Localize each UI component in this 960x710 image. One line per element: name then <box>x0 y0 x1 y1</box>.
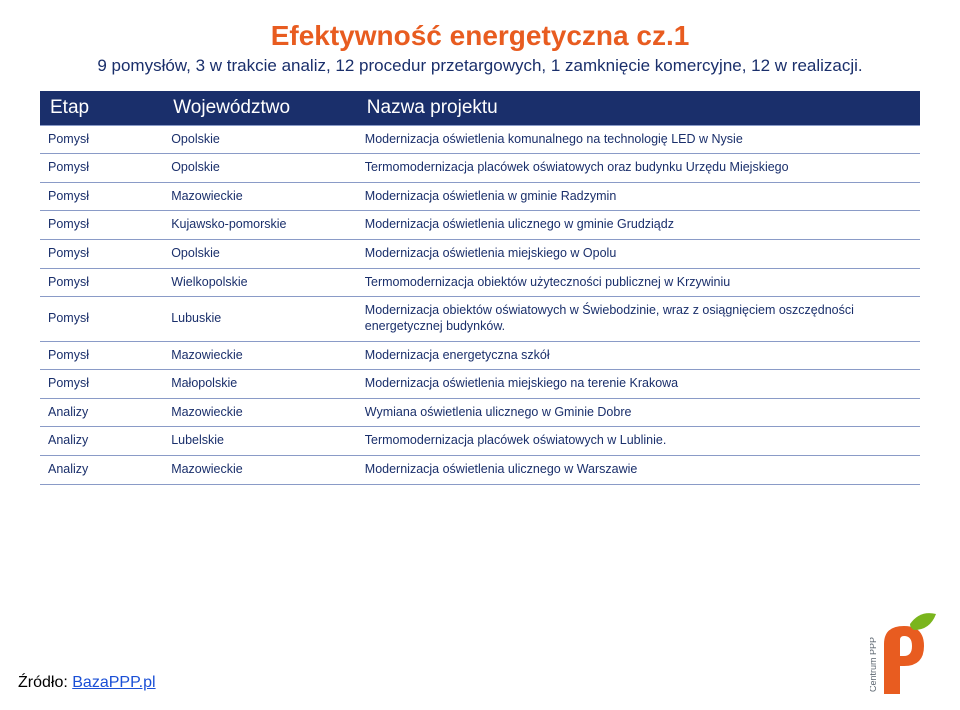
cell-etap: Pomysł <box>40 240 163 269</box>
cell-wojewodztwo: Lubuskie <box>163 297 357 341</box>
cell-etap: Pomysł <box>40 154 163 183</box>
cell-wojewodztwo: Mazowieckie <box>163 456 357 485</box>
table-row: PomysłKujawsko-pomorskieModernizacja ośw… <box>40 211 920 240</box>
cell-nazwa: Modernizacja oświetlenia ulicznego w gmi… <box>357 211 920 240</box>
table-row: PomysłOpolskieModernizacja oświetlenia m… <box>40 240 920 269</box>
cell-etap: Pomysł <box>40 125 163 154</box>
cell-nazwa: Termomodernizacja placówek oświatowych w… <box>357 427 920 456</box>
cell-etap: Pomysł <box>40 211 163 240</box>
table-row: PomysłOpolskieTermomodernizacja placówek… <box>40 154 920 183</box>
cell-etap: Analizy <box>40 398 163 427</box>
cell-nazwa: Modernizacja energetyczna szkół <box>357 341 920 370</box>
cell-nazwa: Modernizacja oświetlenia miejskiego na t… <box>357 370 920 399</box>
cell-wojewodztwo: Opolskie <box>163 125 357 154</box>
cell-wojewodztwo: Opolskie <box>163 154 357 183</box>
projects-table: Etap Województwo Nazwa projektu PomysłOp… <box>40 91 920 485</box>
cell-etap: Analizy <box>40 427 163 456</box>
logo-centrum-ppp: Centrum PPP <box>870 608 940 694</box>
cell-nazwa: Termomodernizacja obiektów użyteczności … <box>357 268 920 297</box>
cell-wojewodztwo: Kujawsko-pomorskie <box>163 211 357 240</box>
cell-etap: Analizy <box>40 456 163 485</box>
logo-side-text: Centrum PPP <box>870 637 878 692</box>
cell-nazwa: Modernizacja oświetlenia ulicznego w War… <box>357 456 920 485</box>
cell-wojewodztwo: Mazowieckie <box>163 182 357 211</box>
cell-nazwa: Modernizacja obiektów oświatowych w Świe… <box>357 297 920 341</box>
source-line: Źródło: BazaPPP.pl <box>18 674 156 692</box>
table-row: PomysłMazowieckieModernizacja oświetleni… <box>40 182 920 211</box>
table-row: PomysłMazowieckieModernizacja energetycz… <box>40 341 920 370</box>
slide-subtitle: 9 pomysłów, 3 w trakcie analiz, 12 proce… <box>40 56 920 76</box>
slide-container: Efektywność energetyczna cz.1 9 pomysłów… <box>0 0 960 710</box>
cell-wojewodztwo: Lubelskie <box>163 427 357 456</box>
table-row: PomysłWielkopolskieTermomodernizacja obi… <box>40 268 920 297</box>
cell-nazwa: Termomodernizacja placówek oświatowych o… <box>357 154 920 183</box>
cell-nazwa: Modernizacja oświetlenia komunalnego na … <box>357 125 920 154</box>
slide-title: Efektywność energetyczna cz.1 <box>40 20 920 52</box>
table-row: AnalizyLubelskieTermomodernizacja placów… <box>40 427 920 456</box>
cell-nazwa: Modernizacja oświetlenia miejskiego w Op… <box>357 240 920 269</box>
cell-wojewodztwo: Mazowieckie <box>163 398 357 427</box>
cell-etap: Pomysł <box>40 182 163 211</box>
source-link[interactable]: BazaPPP.pl <box>72 674 155 691</box>
cell-etap: Pomysł <box>40 297 163 341</box>
source-prefix: Źródło: <box>18 674 72 691</box>
cell-nazwa: Wymiana oświetlenia ulicznego w Gminie D… <box>357 398 920 427</box>
cell-wojewodztwo: Wielkopolskie <box>163 268 357 297</box>
table-row: AnalizyMazowieckieWymiana oświetlenia ul… <box>40 398 920 427</box>
table-header: Etap Województwo Nazwa projektu <box>40 91 920 126</box>
table-body: PomysłOpolskieModernizacja oświetlenia k… <box>40 125 920 484</box>
cell-wojewodztwo: Mazowieckie <box>163 341 357 370</box>
cell-etap: Pomysł <box>40 341 163 370</box>
table-row: PomysłOpolskieModernizacja oświetlenia k… <box>40 125 920 154</box>
table-row: PomysłLubuskieModernizacja obiektów oświ… <box>40 297 920 341</box>
cell-wojewodztwo: Małopolskie <box>163 370 357 399</box>
col-header-nazwa: Nazwa projektu <box>357 91 920 126</box>
col-header-etap: Etap <box>40 91 163 126</box>
table-row: AnalizyMazowieckieModernizacja oświetlen… <box>40 456 920 485</box>
cell-etap: Pomysł <box>40 370 163 399</box>
col-header-woj: Województwo <box>163 91 357 126</box>
cell-wojewodztwo: Opolskie <box>163 240 357 269</box>
cell-nazwa: Modernizacja oświetlenia w gminie Radzym… <box>357 182 920 211</box>
table-row: PomysłMałopolskieModernizacja oświetleni… <box>40 370 920 399</box>
cell-etap: Pomysł <box>40 268 163 297</box>
